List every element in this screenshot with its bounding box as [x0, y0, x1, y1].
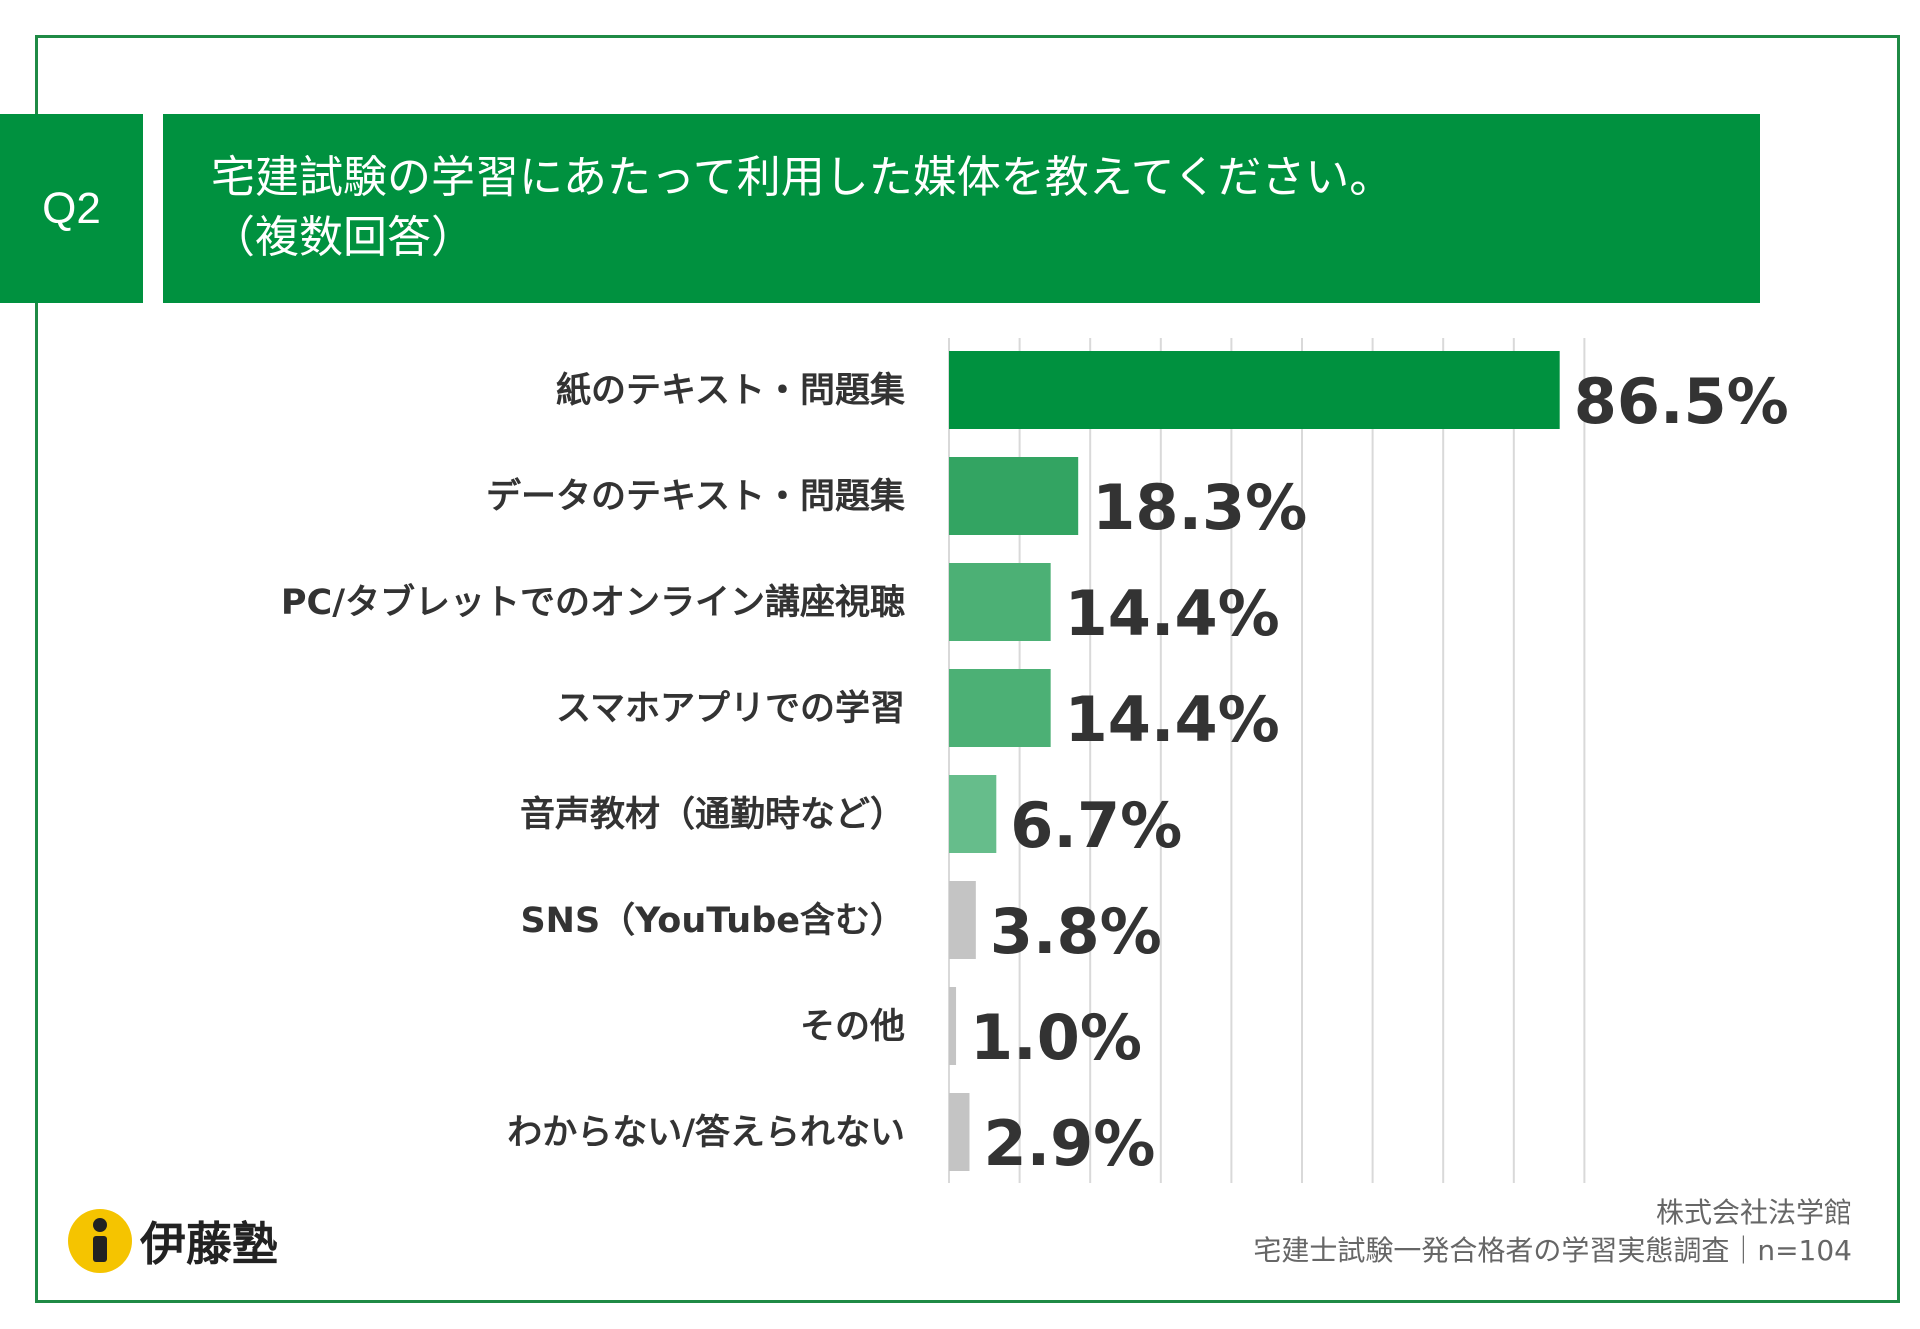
- value-label: 1.0%: [970, 1001, 1142, 1074]
- question-title-line1: 宅建試験の学習にあたって利用した媒体を教えてください。: [211, 152, 1394, 203]
- question-title-line2: （複数回答）: [211, 212, 475, 263]
- value-label: 6.7%: [1010, 789, 1182, 862]
- category-label: その他: [800, 1007, 905, 1047]
- logo-text: 伊藤塾: [140, 1217, 278, 1271]
- value-label: 3.8%: [990, 895, 1162, 968]
- question-title-box: 宅建試験の学習にあたって利用した媒体を教えてください。 （複数回答）: [163, 114, 1760, 303]
- value-label: 14.4%: [1065, 577, 1280, 650]
- question-number-badge: Q2: [0, 114, 143, 303]
- source-note: 株式会社法学館 宅建士試験一発合格者の学習実態調査｜n=104: [1253, 1194, 1852, 1270]
- category-label: わからない/答えられない: [507, 1113, 905, 1153]
- category-label: 紙のテキスト・問題集: [556, 371, 905, 411]
- bar: [949, 351, 1560, 429]
- itojuku-logo: 伊藤塾: [66, 1206, 278, 1276]
- value-label: 2.9%: [983, 1107, 1155, 1180]
- value-label: 86.5%: [1574, 365, 1789, 438]
- bar: [949, 669, 1051, 747]
- source-company: 株式会社法学館: [1655, 1196, 1852, 1229]
- value-label: 14.4%: [1065, 683, 1280, 756]
- category-label: PC/タブレットでのオンライン講座視聴: [281, 582, 905, 623]
- outer-frame: [35, 35, 1900, 1303]
- source-survey: 宅建士試験一発合格者の学習実態調査｜n=104: [1253, 1234, 1852, 1267]
- bar: [949, 775, 997, 853]
- question-number: Q2: [42, 183, 101, 233]
- bar: [949, 987, 957, 1065]
- bar: [949, 881, 976, 959]
- category-label: SNS（YouTube含む）: [520, 901, 905, 941]
- bar: [949, 1093, 970, 1171]
- category-label: データのテキスト・問題集: [486, 476, 905, 517]
- logo-mark-icon: [68, 1209, 132, 1273]
- category-label: 音声教材（通勤時など）: [520, 794, 905, 835]
- bar: [949, 563, 1051, 641]
- value-label: 18.3%: [1092, 471, 1307, 544]
- bar: [949, 457, 1079, 535]
- category-label: スマホアプリでの学習: [556, 688, 905, 729]
